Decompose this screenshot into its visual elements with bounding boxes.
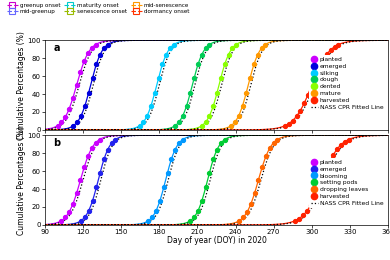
Legend: planted, emerged, blooming, setting pods, dropping leaves, harvested, NASS CPR F: planted, emerged, blooming, setting pods…	[309, 158, 385, 208]
Text: b: b	[53, 138, 60, 148]
Legend: planted, emerged, silking, dough, dented, mature, harvested, NASS CPR Fitted Lin: planted, emerged, silking, dough, dented…	[309, 55, 385, 112]
Y-axis label: Cumulative Percentages (%): Cumulative Percentages (%)	[17, 31, 26, 140]
Y-axis label: Cumulative Percentages (%): Cumulative Percentages (%)	[17, 126, 26, 235]
Text: a: a	[53, 43, 60, 53]
Legend: greenup onset, mid-greenup, maturity onset, senescence onset, mid-senescence, do: greenup onset, mid-greenup, maturity ons…	[7, 3, 189, 14]
X-axis label: Day of year (DOY) in 2020: Day of year (DOY) in 2020	[167, 236, 266, 245]
